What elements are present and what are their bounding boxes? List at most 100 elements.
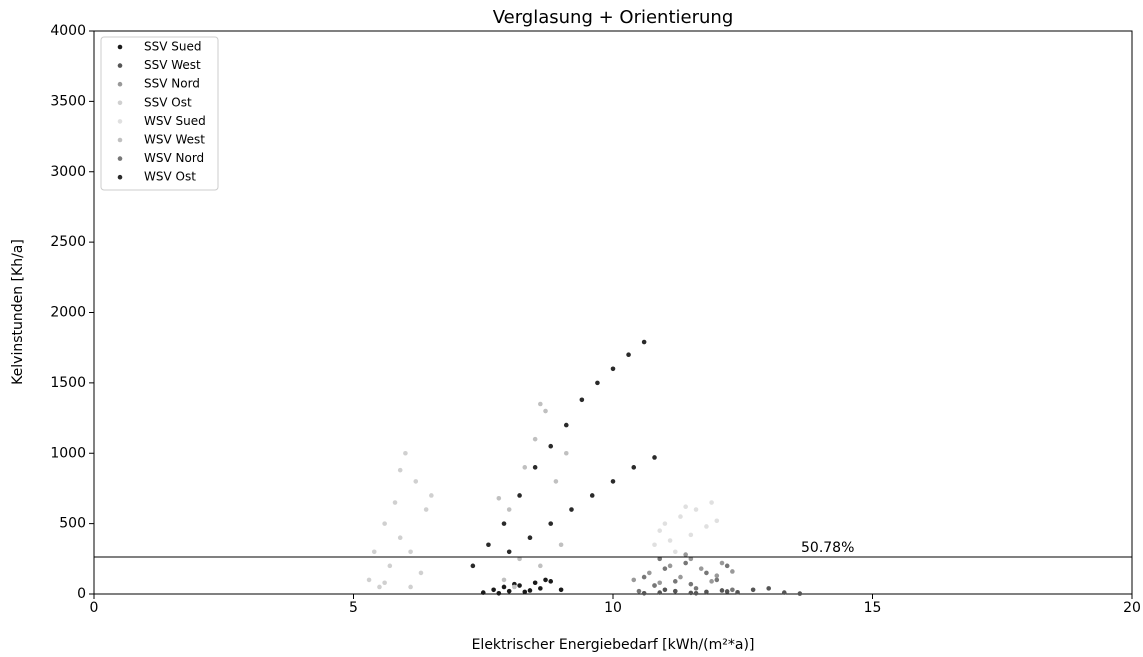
point xyxy=(652,455,657,460)
point xyxy=(506,588,512,594)
y-tick-label: 0 xyxy=(77,586,86,602)
legend-label: SSV Nord xyxy=(144,77,200,91)
legend-marker xyxy=(117,174,123,180)
point xyxy=(517,556,522,562)
y-tick-label: 500 xyxy=(59,516,86,532)
point xyxy=(418,570,424,576)
legend-marker xyxy=(117,63,123,68)
point xyxy=(366,577,372,583)
point xyxy=(522,589,528,595)
point xyxy=(750,587,756,593)
legend-label: WSV Ost xyxy=(144,170,196,184)
chart-title: Verglasung + Orientierung xyxy=(493,7,734,28)
point xyxy=(704,589,709,595)
point xyxy=(662,587,668,593)
y-tick-label: 3000 xyxy=(50,164,86,180)
point xyxy=(652,542,657,548)
y-tick-label: 4000 xyxy=(50,23,86,39)
point xyxy=(647,570,652,576)
y-axis-label: Kelvinstunden [Kh/a] xyxy=(10,239,26,385)
point xyxy=(714,573,720,579)
point xyxy=(610,479,616,484)
point xyxy=(688,590,694,596)
point xyxy=(693,507,699,512)
point xyxy=(371,549,377,555)
point xyxy=(548,521,554,526)
x-tick-label: 15 xyxy=(864,600,882,616)
point xyxy=(387,563,393,569)
point xyxy=(496,590,502,596)
point xyxy=(522,465,528,470)
point xyxy=(403,450,408,456)
point xyxy=(709,500,714,505)
y-tick-label: 3500 xyxy=(50,93,86,109)
point xyxy=(408,549,413,555)
x-tick-label: 10 xyxy=(604,600,622,616)
point xyxy=(501,584,507,590)
point xyxy=(730,569,735,574)
point xyxy=(698,566,704,571)
point xyxy=(558,587,564,593)
legend-label: WSV Nord xyxy=(144,151,204,165)
point xyxy=(548,443,554,449)
point xyxy=(377,584,382,590)
legend-marker xyxy=(117,119,123,124)
legend-label: WSV West xyxy=(144,133,205,147)
legend-marker xyxy=(117,44,123,50)
point xyxy=(506,549,512,555)
point xyxy=(693,590,699,596)
point xyxy=(392,500,398,505)
point xyxy=(667,538,673,543)
point xyxy=(501,521,507,526)
point xyxy=(538,401,543,407)
y-tick-label: 1000 xyxy=(50,445,86,461)
point xyxy=(517,493,522,498)
legend-marker xyxy=(117,137,123,143)
point xyxy=(408,584,413,590)
point xyxy=(667,563,673,569)
x-tick-label: 5 xyxy=(349,600,358,616)
x-tick-label: 0 xyxy=(90,600,99,616)
point xyxy=(517,583,522,588)
plot-frame xyxy=(93,30,1133,595)
point xyxy=(527,535,533,540)
point xyxy=(688,532,694,538)
point xyxy=(714,577,720,583)
legend-label: WSV Sued xyxy=(144,114,206,128)
point xyxy=(470,563,476,569)
point xyxy=(631,577,637,583)
point xyxy=(662,566,668,571)
point xyxy=(558,542,564,548)
annotation: 50.78% xyxy=(801,540,854,556)
point xyxy=(382,580,387,586)
point xyxy=(610,366,616,372)
point xyxy=(532,436,538,442)
x-tick-label: 20 xyxy=(1123,600,1141,616)
point xyxy=(382,521,387,526)
point xyxy=(678,514,683,519)
point xyxy=(506,507,512,512)
point xyxy=(657,580,663,586)
point xyxy=(704,570,709,576)
point xyxy=(589,493,595,498)
point xyxy=(730,587,735,593)
y-tick-label: 1500 xyxy=(50,375,86,391)
point xyxy=(704,524,709,529)
point xyxy=(543,577,548,583)
point xyxy=(683,504,688,510)
point xyxy=(532,580,538,586)
legend-label: SSV Sued xyxy=(144,40,201,54)
point xyxy=(766,586,771,591)
point xyxy=(693,586,699,591)
point xyxy=(688,581,694,587)
point xyxy=(724,563,730,569)
x-axis-label: Elektrischer Energiebedarf [kWh/(m²*a)] xyxy=(472,637,755,653)
point xyxy=(672,588,678,594)
point xyxy=(683,560,688,566)
point xyxy=(626,352,631,358)
point xyxy=(491,587,496,593)
point xyxy=(397,467,403,473)
point xyxy=(657,556,663,562)
point xyxy=(636,588,642,594)
